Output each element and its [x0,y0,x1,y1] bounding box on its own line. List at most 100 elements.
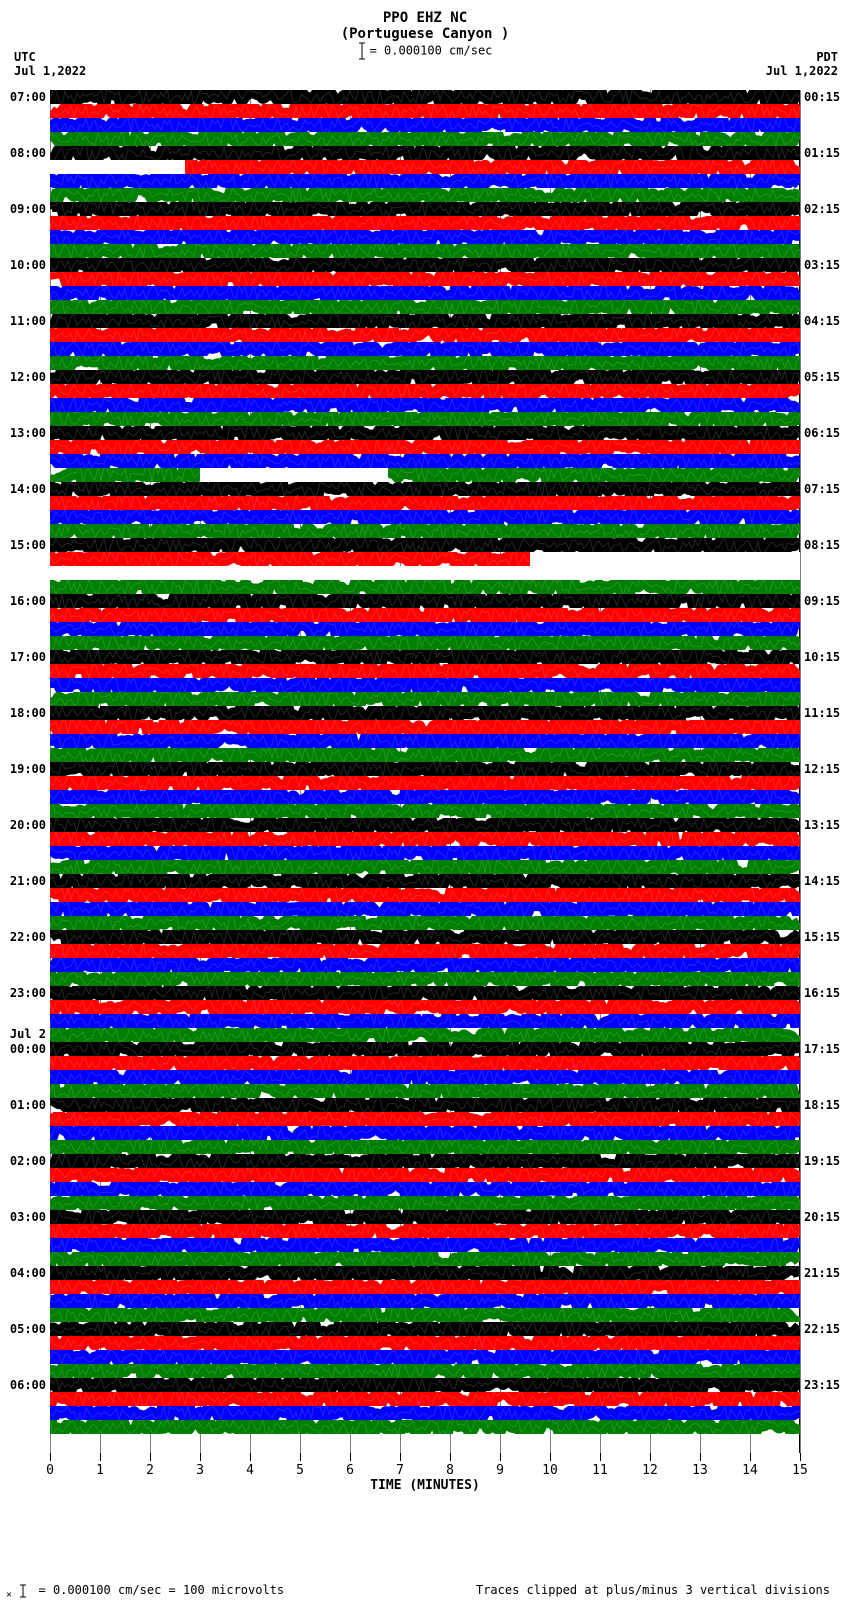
pdt-time-label: 21:15 [800,1266,840,1280]
pdt-time-label: 09:15 [800,594,840,608]
utc-time-label: 05:00 [10,1322,50,1336]
trace-strip [50,188,800,202]
trace-strip [50,1420,800,1434]
trace-strip [50,916,800,930]
tz-left-date: Jul 1,2022 [14,64,86,78]
pdt-time-label: 20:15 [800,1210,840,1224]
utc-time-label: 23:00 [10,986,50,1000]
trace-strip [50,104,800,118]
x-tick [100,1453,101,1461]
trace-strip [50,1224,800,1238]
trace-strip [50,426,800,440]
trace-strip [50,1308,800,1322]
trace-row: 00:00Jul 217:15 [50,1042,800,1056]
trace-strip [50,594,800,608]
utc-time-label: 13:00 [10,426,50,440]
trace-row: 08:0001:15 [50,146,800,160]
trace-strip [50,860,800,874]
trace-strip [50,174,800,188]
trace-strip [50,1336,800,1350]
pdt-time-label: 01:15 [800,146,840,160]
trace-row [50,216,800,230]
x-tick [750,1453,751,1461]
trace-strip [50,1126,800,1140]
trace-strip [50,1294,800,1308]
trace-row [50,958,800,972]
x-tick [400,1453,401,1461]
trace-strip [50,300,800,314]
trace-row [50,972,800,986]
x-tick-label: 15 [792,1463,808,1478]
trace-strip [50,230,800,244]
x-tick-label: 0 [46,1463,54,1478]
trace-strip [50,440,800,454]
trace-strip [50,216,800,230]
trace-strip [50,118,800,132]
trace-row: 10:0003:15 [50,258,800,272]
trace-gap [530,552,800,566]
utc-time-label: 17:00 [10,650,50,664]
x-tick [150,1453,151,1461]
trace-strip [50,1210,800,1224]
trace-strip [50,384,800,398]
trace-row [50,1392,800,1406]
pdt-time-label: 19:15 [800,1154,840,1168]
location-title: (Portuguese Canyon ) [0,26,850,42]
trace-row: 12:0005:15 [50,370,800,384]
trace-strip [50,734,800,748]
utc-time-label: 12:00 [10,370,50,384]
trace-row [50,692,800,706]
trace-strip [50,818,800,832]
trace-row [50,916,800,930]
x-tick [800,1453,801,1461]
x-tick [200,1453,201,1461]
trace-strip [50,258,800,272]
trace-row [50,1294,800,1308]
trace-row [50,132,800,146]
trace-strip [50,902,800,916]
trace-strip [50,1280,800,1294]
trace-strip [50,1084,800,1098]
trace-strip [50,328,800,342]
trace-row: 14:0007:15 [50,482,800,496]
scale-bar-icon [358,42,366,60]
tz-left-label: UTC [14,50,86,64]
trace-strip [50,762,800,776]
trace-row [50,1280,800,1294]
trace-strip [50,1196,800,1210]
x-tick-label: 10 [542,1463,558,1478]
trace-row [50,552,800,566]
trace-row [50,300,800,314]
trace-row [50,1014,800,1028]
trace-row: 16:0009:15 [50,594,800,608]
trace-row [50,496,800,510]
trace-gap [50,160,185,174]
utc-time-label: 22:00 [10,930,50,944]
trace-strip [50,496,800,510]
trace-row [50,608,800,622]
trace-row [50,104,800,118]
trace-strip [50,1392,800,1406]
trace-strip [50,132,800,146]
trace-strip [50,454,800,468]
trace-row [50,356,800,370]
utc-time-label: 19:00 [10,762,50,776]
trace-row [50,1182,800,1196]
trace-row [50,664,800,678]
trace-row: 05:0022:15 [50,1322,800,1336]
utc-time-label: 16:00 [10,594,50,608]
trace-row [50,412,800,426]
trace-strip [50,846,800,860]
trace-strip [50,622,800,636]
x-tick-label: 1 [96,1463,104,1478]
trace-row [50,734,800,748]
pdt-time-label: 17:15 [800,1042,840,1056]
trace-row: 07:0000:15 [50,90,800,104]
trace-strip [50,1252,800,1266]
trace-strip [50,790,800,804]
utc-day2-label: Jul 2 [10,1028,50,1040]
utc-time-label: 00:00 [10,1042,50,1056]
trace-strip [50,286,800,300]
trace-row: 11:0004:15 [50,314,800,328]
trace-row [50,286,800,300]
